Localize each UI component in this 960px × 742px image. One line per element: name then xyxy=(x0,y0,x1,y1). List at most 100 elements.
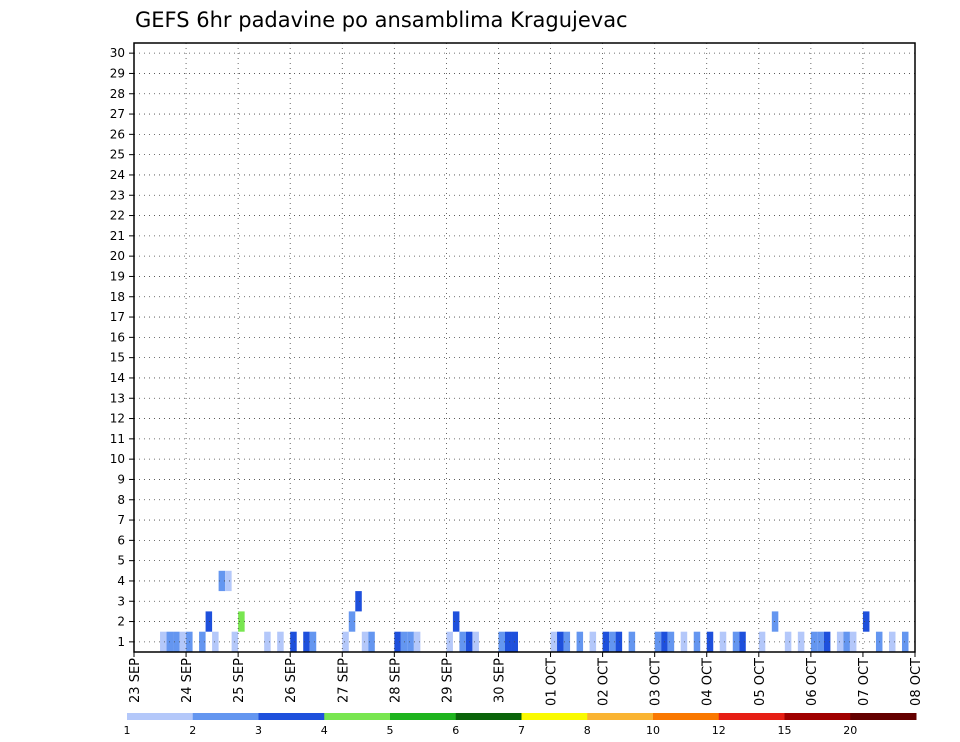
heatmap-cell xyxy=(557,632,564,652)
heatmap-cell xyxy=(342,632,349,652)
heatmap-cell xyxy=(551,632,558,652)
x-tick-label: 29 SEP xyxy=(440,658,455,703)
heatmap-cell xyxy=(603,632,610,652)
y-tick-label: 20 xyxy=(110,249,125,263)
heatmap-cell xyxy=(668,632,675,652)
x-tick-label: 26 SEP xyxy=(284,658,299,703)
y-tick-label: 30 xyxy=(110,46,125,60)
legend-swatch xyxy=(390,713,456,720)
y-tick-label: 5 xyxy=(117,554,125,568)
y-tick-label: 16 xyxy=(110,330,125,344)
y-tick-label: 23 xyxy=(110,188,125,202)
x-tick-label: 08 OCT xyxy=(909,658,924,706)
y-tick-label: 8 xyxy=(117,493,125,507)
legend-swatch xyxy=(719,713,785,720)
legend-swatch xyxy=(850,713,916,720)
heatmap-cell xyxy=(616,632,623,652)
y-tick-label: 24 xyxy=(110,168,125,182)
y-tick-label: 28 xyxy=(110,87,125,101)
heatmap-cell xyxy=(733,632,740,652)
grid-layer xyxy=(134,43,915,652)
heatmap-cell xyxy=(817,632,824,652)
legend-label: 3 xyxy=(255,724,262,737)
heatmap-cell xyxy=(837,632,844,652)
y-tick-label: 15 xyxy=(110,351,125,365)
legend-label: 5 xyxy=(387,724,394,737)
legend-label: 7 xyxy=(518,724,525,737)
y-tick-label: 29 xyxy=(110,66,125,80)
x-tick-label: 07 OCT xyxy=(857,658,872,706)
x-tick-label: 27 SEP xyxy=(336,658,351,703)
legend-swatch xyxy=(522,713,588,720)
legend-swatch xyxy=(127,713,193,720)
heatmap-cell xyxy=(355,591,362,611)
x-tick-label: 06 OCT xyxy=(805,658,820,706)
y-tick-label: 10 xyxy=(110,452,125,466)
chart: GEFS 6hr padavine po ansamblima Kragujev… xyxy=(0,0,960,742)
heatmap-cell xyxy=(212,632,219,652)
heatmap-cell xyxy=(863,611,870,631)
y-tick-label: 11 xyxy=(110,432,125,446)
x-tick-label: 30 SEP xyxy=(492,658,507,703)
heatmap-cell xyxy=(407,632,414,652)
heatmap-cell xyxy=(277,632,284,652)
x-tick-label: 03 OCT xyxy=(649,658,664,706)
y-axis: 1234567891011121314151617181920212223242… xyxy=(110,46,134,649)
legend-swatch xyxy=(324,713,390,720)
cells-layer xyxy=(160,571,908,652)
heatmap-cell xyxy=(290,632,297,652)
y-tick-label: 25 xyxy=(110,148,125,162)
heatmap-cell xyxy=(798,632,805,652)
legend-label: 1 xyxy=(124,724,131,737)
heatmap-cell xyxy=(225,571,232,591)
legend: 1 2 3 4 5 6 7 8 10 12 15 20 xyxy=(124,713,917,737)
y-tick-label: 27 xyxy=(110,107,125,121)
x-tick-label: 25 SEP xyxy=(232,658,247,703)
legend-label: 8 xyxy=(584,724,591,737)
heatmap-cell xyxy=(362,632,369,652)
y-tick-label: 2 xyxy=(117,615,125,629)
y-tick-label: 6 xyxy=(117,533,125,547)
legend-swatch xyxy=(456,713,522,720)
legend-swatch xyxy=(259,713,325,720)
heatmap-cell xyxy=(785,632,792,652)
y-tick-label: 18 xyxy=(110,290,125,304)
x-tick-label: 23 SEP xyxy=(128,658,143,703)
x-axis: 23 SEP 24 SEP 25 SEP 26 SEP 27 SEP 28 SEP 29 S… xyxy=(128,652,924,706)
heatmap-cell xyxy=(453,611,460,631)
y-tick-label: 22 xyxy=(110,209,125,223)
x-tick-label: 01 OCT xyxy=(545,658,560,706)
x-tick-label: 04 OCT xyxy=(701,658,716,706)
legend-swatch xyxy=(587,713,653,720)
legend-label: 20 xyxy=(843,724,857,737)
heatmap-cell xyxy=(902,632,909,652)
y-tick-label: 3 xyxy=(117,594,125,608)
legend-label: 2 xyxy=(189,724,196,737)
heatmap-cell xyxy=(850,632,857,652)
legend-swatch xyxy=(785,713,851,720)
heatmap-cell xyxy=(180,632,187,652)
y-tick-label: 7 xyxy=(117,513,125,527)
y-tick-label: 14 xyxy=(110,371,125,385)
heatmap-cell xyxy=(772,611,779,631)
legend-label: 12 xyxy=(712,724,726,737)
heatmap-cell xyxy=(681,632,688,652)
legend-label: 10 xyxy=(646,724,660,737)
y-tick-label: 26 xyxy=(110,127,125,141)
legend-label: 4 xyxy=(321,724,328,737)
y-tick-label: 9 xyxy=(117,472,125,486)
y-tick-label: 4 xyxy=(117,574,125,588)
heatmap-cell xyxy=(310,632,317,652)
x-tick-label: 05 OCT xyxy=(753,658,768,706)
heatmap-cell xyxy=(590,632,597,652)
y-tick-label: 19 xyxy=(110,269,125,283)
chart-title: GEFS 6hr padavine po ansamblima Kragujev… xyxy=(135,8,628,32)
y-tick-label: 13 xyxy=(110,391,125,405)
y-tick-label: 21 xyxy=(110,229,125,243)
legend-swatch xyxy=(193,713,259,720)
heatmap-cell xyxy=(655,632,662,652)
x-tick-label: 28 SEP xyxy=(388,658,403,703)
heatmap-cell xyxy=(720,632,727,652)
legend-swatch xyxy=(653,713,719,720)
y-tick-label: 1 xyxy=(117,635,125,649)
